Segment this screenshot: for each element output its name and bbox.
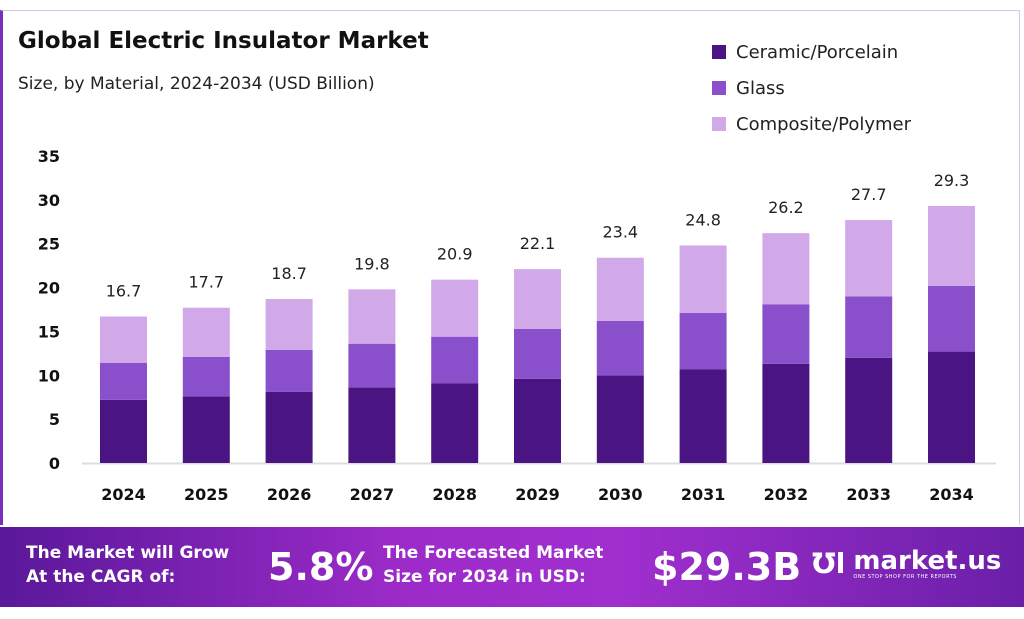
bar-segment [928, 351, 975, 463]
legend-label: Ceramic/Porcelain [736, 41, 899, 63]
x-tick-label: 2024 [101, 485, 146, 504]
forecast-value: $29.3B [652, 545, 802, 589]
total-label: 17.7 [188, 273, 224, 292]
bar-segment [928, 285, 975, 352]
logo-mark-icon: ℧l [812, 547, 846, 580]
forecast-label: The Forecasted Market Size for 2034 in U… [383, 541, 603, 589]
x-tick-label: 2031 [681, 485, 726, 504]
bar-segment [182, 307, 230, 357]
bar-segment [265, 298, 313, 350]
bar-segment [928, 205, 975, 286]
legend-swatch [712, 81, 726, 95]
x-tick-label: 2028 [432, 485, 477, 504]
total-label: 22.1 [520, 234, 556, 253]
bar-segment [596, 375, 644, 463]
x-tick-label: 2026 [267, 485, 312, 504]
y-tick-label: 5 [49, 410, 60, 429]
legend-label: Glass [736, 77, 785, 99]
cagr-label-line1: The Market will Grow [26, 543, 230, 563]
bar-segment [514, 269, 561, 329]
cagr-label: The Market will Grow At the CAGR of: [26, 541, 229, 589]
bar-segment [348, 387, 396, 463]
legend-item: Ceramic/Porcelain [712, 34, 911, 70]
bar-segment [762, 363, 810, 463]
bar-segment [845, 357, 893, 463]
bar-segment [100, 363, 147, 400]
cagr-value: 5.8% [268, 545, 374, 589]
total-label: 20.9 [437, 245, 473, 264]
bar-segment [100, 399, 147, 463]
x-tick-label: 2032 [764, 485, 809, 504]
bar-segment [431, 336, 479, 384]
bar-segment [348, 289, 396, 344]
legend-item: Glass [712, 70, 911, 106]
market-us-logo: ℧l market.us ONE STOP SHOP FOR THE REPOR… [812, 547, 1001, 580]
x-tick-label: 2025 [184, 485, 229, 504]
legend-swatch [712, 45, 726, 59]
forecast-label-line1: The Forecasted Market [383, 543, 604, 563]
legend: Ceramic/Porcelain Glass Composite/Polymer [712, 34, 911, 142]
bar-segment [762, 304, 810, 364]
legend-label: Composite/Polymer [736, 113, 912, 135]
logo-tagline: ONE STOP SHOP FOR THE REPORTS [853, 573, 957, 580]
bar-segment [431, 383, 479, 463]
x-tick-label: 2033 [846, 485, 891, 504]
x-tick-label: 2029 [515, 485, 560, 504]
bar-segment [679, 369, 727, 463]
bar-segment [596, 320, 644, 376]
bar-segment [845, 220, 893, 297]
y-tick-label: 25 [38, 235, 60, 254]
bar-segment [100, 316, 147, 364]
chart-subtitle: Size, by Material, 2024-2034 (USD Billio… [18, 74, 375, 94]
x-tick-label: 2027 [350, 485, 395, 504]
total-label: 18.7 [271, 264, 307, 283]
bar-segment [679, 245, 727, 314]
chart-frame [0, 10, 1020, 525]
bar-segment [845, 296, 893, 358]
logo-name: market.us [853, 545, 1002, 576]
x-tick-label: 2030 [598, 485, 643, 504]
total-label: 29.3 [934, 171, 970, 190]
bar-segment [431, 279, 479, 337]
y-tick-label: 10 [38, 366, 60, 385]
forecast-label-line2: Size for 2034 in USD: [383, 567, 586, 587]
bar-segment [762, 233, 810, 305]
total-label: 24.8 [685, 210, 721, 229]
bar-segment [514, 328, 561, 379]
bar-segment [265, 391, 313, 463]
total-label: 16.7 [106, 282, 142, 301]
bar-segment [596, 257, 644, 321]
y-tick-label: 30 [38, 191, 60, 210]
bar-segment [514, 378, 561, 463]
bar-segment [348, 343, 396, 388]
legend-item: Composite/Polymer [712, 106, 911, 142]
y-tick-label: 15 [38, 322, 60, 341]
total-label: 26.2 [768, 198, 804, 217]
total-label: 27.7 [851, 185, 887, 204]
bar-segment [679, 313, 727, 370]
bar-segment [182, 356, 230, 397]
total-label: 23.4 [602, 223, 638, 242]
stacked-bar-chart: 0510152025303516.7202417.7202518.7202619… [38, 147, 996, 504]
summary-banner: The Market will Grow At the CAGR of: 5.8… [0, 527, 1024, 607]
total-label: 19.8 [354, 254, 390, 273]
x-tick-label: 2034 [929, 485, 974, 504]
y-tick-label: 20 [38, 279, 60, 298]
y-tick-label: 0 [49, 454, 60, 473]
bar-segment [182, 396, 230, 463]
cagr-label-line2: At the CAGR of: [26, 567, 176, 587]
bar-segment [265, 349, 313, 392]
y-tick-label: 35 [38, 147, 60, 166]
chart-title: Global Electric Insulator Market [18, 28, 429, 54]
legend-swatch [712, 117, 726, 131]
